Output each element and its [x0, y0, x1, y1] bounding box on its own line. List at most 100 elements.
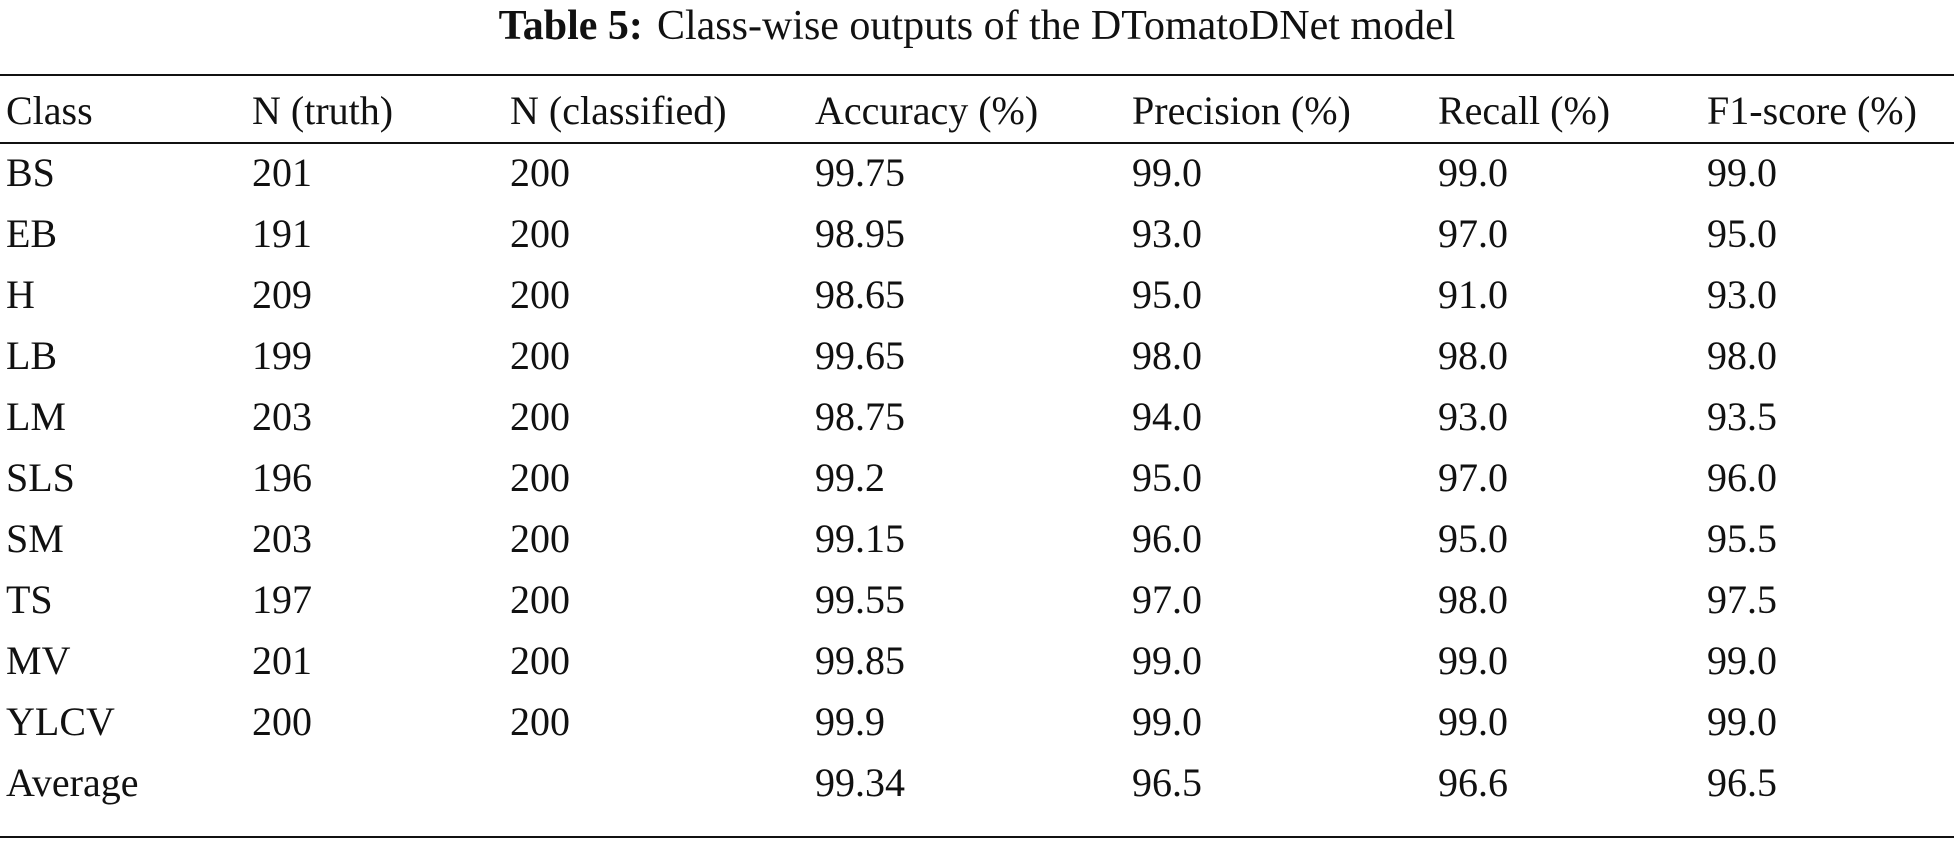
cell-n-classified: 200 [510, 394, 570, 439]
cell-n-classified: 200 [510, 638, 570, 683]
table-row: EB 191 200 98.95 93.0 97.0 95.0 [0, 203, 1954, 264]
cell-n-truth: 203 [252, 394, 312, 439]
cell-recall: 97.0 [1438, 455, 1508, 500]
table-row: LB 199 200 99.65 98.0 98.0 98.0 [0, 325, 1954, 386]
cell-class: SM [6, 516, 64, 561]
cell-n-truth: 201 [252, 638, 312, 683]
cell-accuracy: 99.2 [815, 455, 885, 500]
cell-n-truth: 191 [252, 211, 312, 256]
cell-n-classified: 200 [510, 150, 570, 195]
table-row: SM 203 200 99.15 96.0 95.0 95.5 [0, 508, 1954, 569]
cell-class: LM [6, 394, 66, 439]
cell-recall: 91.0 [1438, 272, 1508, 317]
cell-accuracy: 99.34 [815, 760, 905, 805]
cell-f1-score: 99.0 [1707, 699, 1777, 744]
cell-n-truth: 200 [252, 699, 312, 744]
cell-accuracy: 99.75 [815, 150, 905, 195]
column-header-f1-score: F1-score (%) [1707, 88, 1917, 133]
cell-class: SLS [6, 455, 75, 500]
column-header-n-truth: N (truth) [252, 88, 394, 133]
cell-precision: 93.0 [1132, 211, 1202, 256]
cell-recall: 99.0 [1438, 699, 1508, 744]
cell-class: LB [6, 333, 58, 378]
cell-class: Average [6, 760, 139, 805]
bottom-rule [0, 836, 1954, 838]
cell-accuracy: 98.65 [815, 272, 905, 317]
cell-f1-score: 97.5 [1707, 577, 1777, 622]
table-row: YLCV 200 200 99.9 99.0 99.0 99.0 [0, 691, 1954, 752]
cell-class: YLCV [6, 699, 115, 744]
cell-n-classified: 200 [510, 211, 570, 256]
cell-f1-score: 96.5 [1707, 760, 1777, 805]
column-header-accuracy: Accuracy (%) [815, 88, 1039, 133]
cell-accuracy: 99.65 [815, 333, 905, 378]
cell-recall: 99.0 [1438, 150, 1508, 195]
cell-recall: 99.0 [1438, 638, 1508, 683]
cell-f1-score: 99.0 [1707, 638, 1777, 683]
table-caption-label: Table 5: [498, 3, 643, 49]
cell-recall: 93.0 [1438, 394, 1508, 439]
cell-recall: 97.0 [1438, 211, 1508, 256]
cell-n-truth: 196 [252, 455, 312, 500]
table-caption-text: Class-wise outputs of the DTomatoDNet mo… [656, 3, 1456, 49]
table-row: MV 201 200 99.85 99.0 99.0 99.0 [0, 630, 1954, 691]
cell-n-truth: 199 [252, 333, 312, 378]
cell-recall: 96.6 [1438, 760, 1508, 805]
cell-recall: 95.0 [1438, 516, 1508, 561]
table-row: Average 99.34 96.5 96.6 96.5 [0, 752, 1954, 813]
cell-n-classified: 200 [510, 455, 570, 500]
results-table: Class N (truth) N (classified) Accuracy … [0, 80, 1954, 813]
cell-f1-score: 95.5 [1707, 516, 1777, 561]
cell-n-classified: 200 [510, 333, 570, 378]
cell-n-classified: 200 [510, 699, 570, 744]
cell-accuracy: 99.55 [815, 577, 905, 622]
cell-recall: 98.0 [1438, 333, 1508, 378]
cell-precision: 99.0 [1132, 638, 1202, 683]
column-header-n-classified: N (classified) [510, 88, 727, 133]
cell-accuracy: 98.95 [815, 211, 905, 256]
cell-accuracy: 99.15 [815, 516, 905, 561]
cell-recall: 98.0 [1438, 577, 1508, 622]
cell-n-truth: 201 [252, 150, 312, 195]
cell-class: H [6, 272, 35, 317]
cell-class: BS [6, 150, 55, 195]
table-row: BS 201 200 99.75 99.0 99.0 99.0 [0, 142, 1954, 203]
cell-f1-score: 95.0 [1707, 211, 1777, 256]
cell-precision: 99.0 [1132, 699, 1202, 744]
column-header-class: Class [6, 88, 93, 133]
cell-precision: 96.5 [1132, 760, 1202, 805]
cell-f1-score: 99.0 [1707, 150, 1777, 195]
cell-precision: 99.0 [1132, 150, 1202, 195]
table-row: LM 203 200 98.75 94.0 93.0 93.5 [0, 386, 1954, 447]
cell-n-truth: 203 [252, 516, 312, 561]
cell-precision: 95.0 [1132, 272, 1202, 317]
cell-f1-score: 98.0 [1707, 333, 1777, 378]
header-row: Class N (truth) N (classified) Accuracy … [0, 80, 1954, 142]
cell-n-classified: 200 [510, 272, 570, 317]
column-header-recall: Recall (%) [1438, 88, 1611, 133]
top-rule [0, 74, 1954, 76]
cell-precision: 98.0 [1132, 333, 1202, 378]
table-row: SLS 196 200 99.2 95.0 97.0 96.0 [0, 447, 1954, 508]
column-header-precision: Precision (%) [1132, 88, 1351, 133]
table-row: TS 197 200 99.55 97.0 98.0 97.5 [0, 569, 1954, 630]
header-rule [0, 142, 1954, 144]
cell-accuracy: 99.85 [815, 638, 905, 683]
cell-n-truth: 209 [252, 272, 312, 317]
cell-f1-score: 93.5 [1707, 394, 1777, 439]
cell-class: EB [6, 211, 58, 256]
cell-precision: 96.0 [1132, 516, 1202, 561]
cell-n-classified [504, 752, 809, 813]
table-row: H 209 200 98.65 95.0 91.0 93.0 [0, 264, 1954, 325]
cell-precision: 97.0 [1132, 577, 1202, 622]
cell-f1-score: 96.0 [1707, 455, 1777, 500]
cell-accuracy: 98.75 [815, 394, 905, 439]
cell-class: MV [6, 638, 71, 683]
cell-class: TS [6, 577, 53, 622]
cell-precision: 95.0 [1132, 455, 1202, 500]
cell-n-classified: 200 [510, 516, 570, 561]
cell-accuracy: 99.9 [815, 699, 885, 744]
cell-n-truth [246, 752, 504, 813]
table-caption: Table 5: Class-wise outputs of the DTomat… [0, 0, 1954, 52]
